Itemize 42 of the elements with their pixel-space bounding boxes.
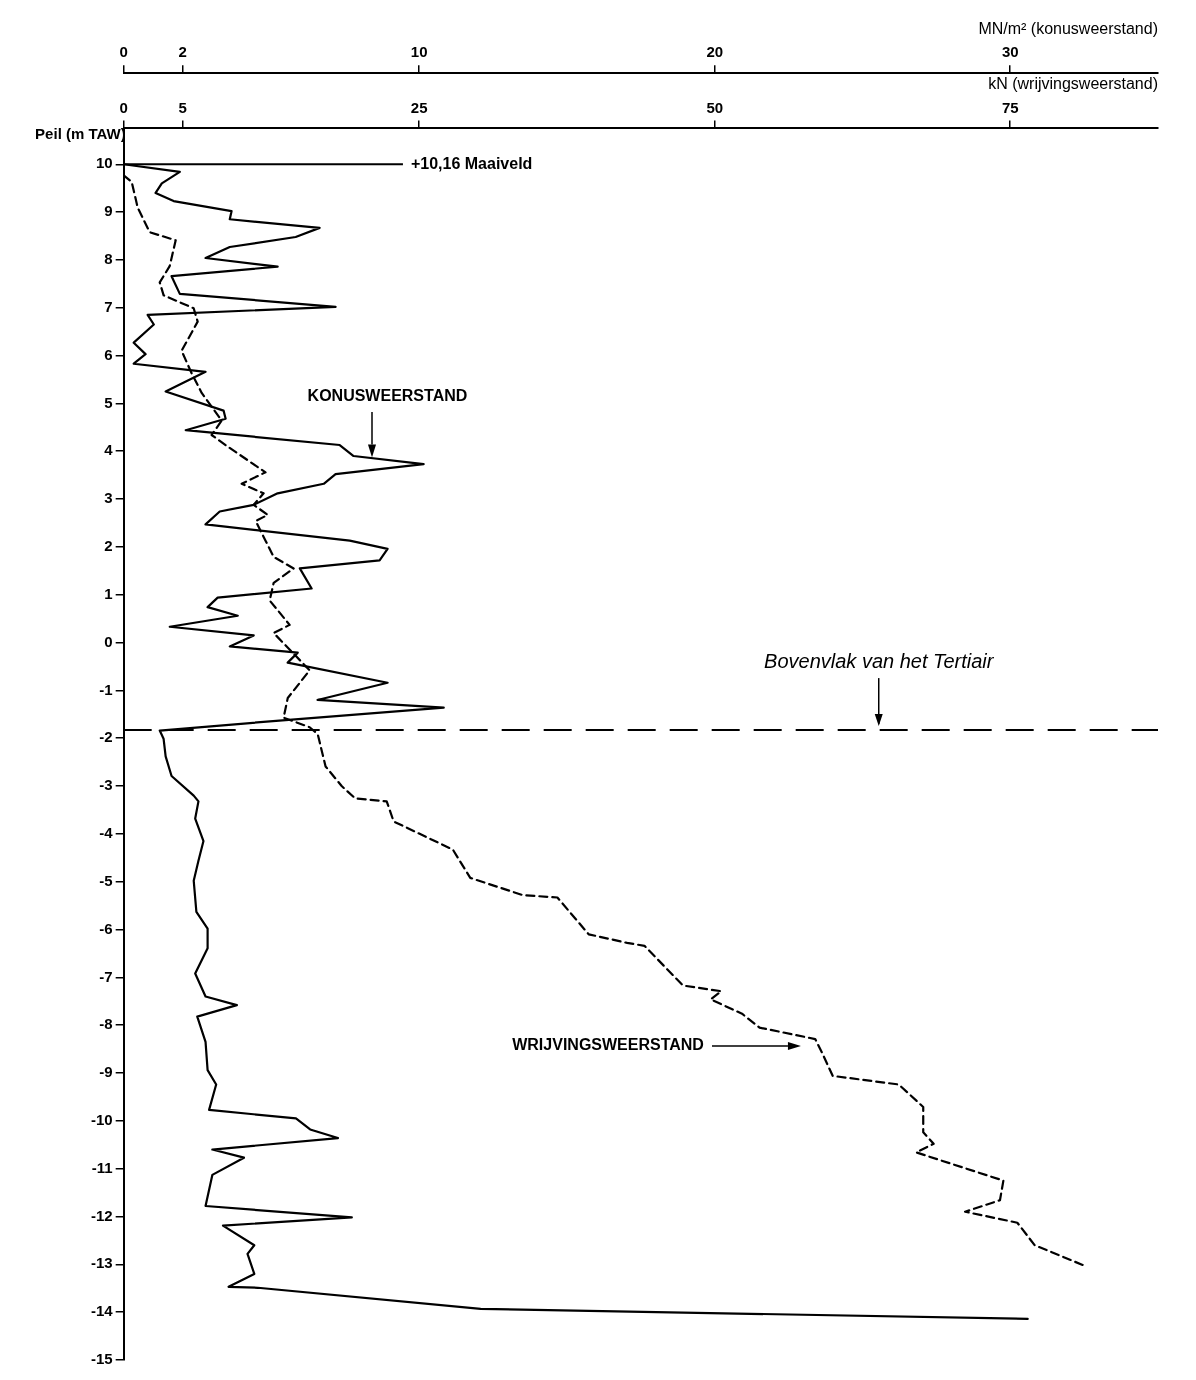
y-tick-label: -5 [99, 871, 113, 889]
y-tick-label: -11 [91, 1158, 113, 1176]
y-tick-label: 6 [104, 345, 113, 363]
x2-tick-label: 5 [178, 98, 187, 116]
y-tick-label: -7 [99, 967, 113, 985]
y-tick-label: -3 [99, 776, 113, 794]
y-tick-label: -14 [90, 1302, 114, 1320]
y-tick-label: -4 [99, 824, 114, 842]
y-tick-label: 4 [104, 441, 114, 459]
x2-tick-label: 50 [706, 98, 724, 116]
y-tick-label: -13 [90, 1254, 113, 1272]
ref-line-label: Bovenvlak van het Tertiair [764, 649, 995, 672]
y-tick-label: 10 [95, 154, 113, 172]
y-tick-label: 3 [104, 489, 113, 507]
x-tick-label: 2 [178, 43, 187, 61]
y-tick-label: 5 [104, 393, 113, 411]
y-tick-label: -8 [99, 1015, 113, 1033]
annotation: KONUSWEERSTAND [307, 386, 468, 404]
y-tick-label: -1 [99, 680, 113, 698]
x-tick-label: 0 [119, 43, 128, 61]
y-tick-label: 1 [104, 584, 113, 602]
annotation: WRIJVINGSWEERSTAND [512, 1036, 704, 1054]
y-tick-label: -12 [90, 1206, 113, 1224]
x-tick-label: 30 [1001, 43, 1019, 61]
ref-line-label: +10,16 Maaiveld [410, 154, 533, 172]
x2-tick-label: 0 [119, 98, 128, 116]
y-tick-label: 9 [104, 202, 113, 220]
y-tick-label: -2 [99, 728, 113, 746]
y-tick-label: -9 [99, 1063, 113, 1081]
x2-tick-label: 75 [1001, 98, 1019, 116]
y-tick-label: 8 [104, 250, 113, 268]
x-tick-label: 10 [410, 43, 428, 61]
x2-axis-title: kN (wrijvingsweerstand) [988, 75, 1158, 93]
y-tick-label: 0 [104, 632, 113, 650]
x2-tick-label: 25 [410, 98, 428, 116]
y-tick-label: -15 [90, 1350, 113, 1368]
y-tick-label: 2 [104, 537, 113, 555]
x-axis-title: MN/m² (konusweerstand) [978, 20, 1158, 38]
y-tick-label: -6 [99, 919, 113, 937]
y-tick-label: 7 [104, 297, 113, 315]
x-tick-label: 20 [706, 43, 724, 61]
y-tick-label: -10 [90, 1110, 113, 1128]
